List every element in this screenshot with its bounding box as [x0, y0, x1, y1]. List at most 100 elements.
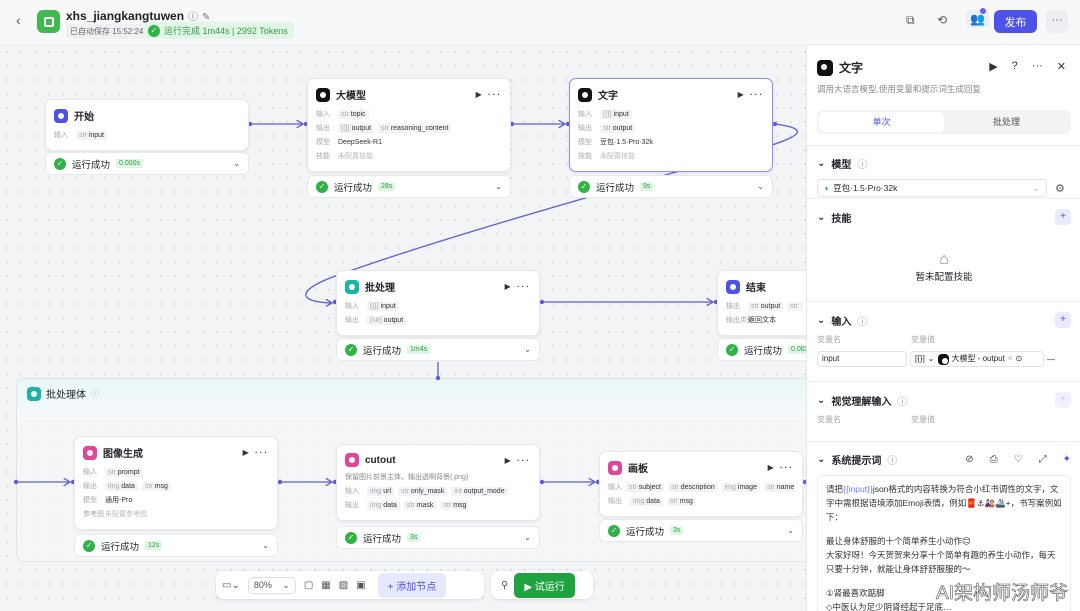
model-heading: 模型 [831, 160, 852, 171]
node-run-status[interactable]: ✓ 运行成功 9s ⌄ [569, 175, 773, 198]
run-node-icon[interactable]: ▶ [989, 61, 998, 73]
settings-icon[interactable]: ⚙ [1055, 182, 1065, 195]
node-run-status[interactable]: ✓ 运行成功 28s ⌄ [307, 175, 511, 198]
chevron-down-icon[interactable]: ⌄ [757, 182, 764, 191]
clear-icon[interactable]: × [1007, 354, 1013, 363]
library-icon[interactable]: ⎙ [989, 454, 998, 465]
remove-input-button[interactable]: — [1047, 354, 1055, 364]
node-imggen[interactable]: 图像生成 ▶ ··· 输入 str prompt 输出 img data str msg 模型 通用-… [74, 436, 278, 530]
tab-single[interactable]: 单次 [819, 112, 944, 132]
node-title: 图像生成 [103, 449, 143, 460]
node-canvas[interactable]: 画板 ▶ ··· 输入 str subject str description img imag… [599, 451, 803, 517]
ai-sparkle-icon[interactable]: ✦ [1062, 454, 1071, 465]
add-input-button[interactable]: + [1055, 312, 1071, 328]
add-node-button[interactable]: + 添加节点 [377, 572, 447, 598]
fit-view-icon[interactable]: ▣ [356, 579, 366, 591]
comment-icon[interactable]: ▢ [303, 579, 314, 591]
add-skill-button[interactable]: + [1055, 209, 1071, 225]
node-field-row: 输入 str topic [316, 109, 502, 119]
chevron-down-icon[interactable]: ⌄ [817, 211, 826, 223]
run-node-icon[interactable]: ▶ [504, 282, 517, 291]
chevron-down-icon[interactable]: ⌄ [787, 526, 794, 535]
layout-icon[interactable]: ▦ [321, 579, 331, 591]
minimap-icon[interactable]: ▭⌄ [222, 579, 240, 591]
info-icon[interactable]: ⓘ [188, 12, 199, 23]
node-run-status[interactable]: ✓ 运行成功 1m4s ⌄ [336, 338, 540, 361]
more-icon[interactable]: ··· [517, 455, 531, 465]
run-time: 28s [378, 182, 396, 191]
type-label: str [381, 124, 389, 132]
chevron-down-icon[interactable]: ⌄ [817, 394, 826, 406]
node-actions: ▶ ··· [476, 90, 502, 99]
more-icon[interactable]: ··· [750, 90, 764, 99]
run-node-icon[interactable]: ▶ [475, 90, 488, 99]
more-icon[interactable]: ··· [1031, 60, 1043, 72]
more-icon[interactable]: ··· [780, 463, 794, 472]
test-run-button[interactable]: ▶ 试运行 [514, 572, 575, 598]
var-name-input[interactable]: input [817, 351, 907, 367]
more-menu-button[interactable]: ··· [1046, 10, 1068, 33]
node-field-row: 输入 str prompt [83, 467, 269, 477]
check-icon: ✓ [608, 524, 620, 537]
more-icon[interactable]: ··· [517, 282, 531, 291]
image-icon[interactable]: ▨ [338, 579, 349, 591]
chevron-down-icon[interactable]: ⌄ [233, 159, 240, 168]
run-node-icon[interactable]: ▶ [242, 448, 255, 457]
info-icon: ⓘ [887, 456, 898, 467]
node-llm[interactable]: 大模型 ▶ ··· 输入 str topic 输出 [{}] output str reasoni… [307, 78, 511, 172]
target-icon[interactable]: ⊙ [1015, 354, 1023, 363]
status-text: 运行成功 [744, 345, 783, 357]
type-label: str [669, 497, 678, 505]
end-icon [726, 279, 740, 294]
node-run-status[interactable]: ✓ 运行成功 3s ⌄ [599, 519, 803, 542]
history-icon[interactable]: ⟲ [937, 13, 948, 27]
run-node-icon[interactable]: ▶ [504, 455, 517, 465]
node-batch[interactable]: 批处理 ▶ ··· 输入 [{}] input 输出 [str] output [336, 270, 540, 336]
node-title: 大模型 [336, 91, 366, 102]
run-status-badge[interactable]: ✓ 运行完成 1m44s | 2992 Tokens [144, 22, 294, 39]
node-field-row: 技能 未配置技能 [578, 151, 764, 161]
run-node-icon[interactable]: ▶ [737, 90, 750, 99]
expand-icon[interactable]: ⤢ [1038, 454, 1047, 465]
node-text[interactable]: 文字 ▶ ··· 输入 [{}] input 输出 str output 模型 豆包·1.5·Pr… [569, 78, 773, 172]
add-vision-input-button[interactable]: + [1055, 392, 1071, 408]
copy-icon[interactable]: ⧉ [906, 13, 915, 27]
more-icon[interactable]: ··· [255, 448, 269, 457]
close-icon[interactable]: ✕ [1056, 61, 1066, 73]
type-label: int [454, 487, 462, 495]
help-icon[interactable]: ? [1011, 60, 1018, 72]
node-run-status[interactable]: ✓ 运行成功 3s ⌄ [336, 526, 540, 549]
tab-batch[interactable]: 批处理 [992, 117, 1020, 127]
collaborators-icon[interactable]: 👥 [966, 10, 989, 28]
model-select[interactable]: ◗ 豆包·1.5·Pro·32k ⌄ [817, 179, 1047, 197]
chevron-down-icon[interactable]: ⌄ [524, 345, 531, 354]
chevron-down-icon[interactable]: ⌄ [817, 158, 826, 169]
variable-tag: str msg [666, 496, 696, 506]
system-prompt-editor[interactable]: 请把{{input}}json格式的内容转换为符合小红书调性的文字，文字中需根据… [817, 475, 1071, 611]
chevron-down-icon[interactable]: ⌄ [817, 454, 826, 465]
variable-tag: img data [630, 496, 663, 506]
check-icon: ✓ [316, 180, 328, 193]
node-header: 开始 [54, 108, 240, 123]
node-run-status[interactable]: ✓ 运行成功 12s ⌄ [74, 534, 278, 557]
run-node-icon[interactable]: ▶ [767, 463, 780, 472]
node-run-status[interactable]: ✓ 运行成功 0.000s ⌄ [45, 152, 249, 175]
chevron-down-icon[interactable]: ⌄ [524, 533, 531, 542]
debug-icon[interactable]: ⚲ [501, 579, 509, 591]
publish-button[interactable]: 发布 [994, 10, 1037, 33]
type-label: str [341, 110, 349, 118]
chevron-down-icon[interactable]: ⌄ [817, 314, 826, 326]
chevron-down-icon[interactable]: ⌄ [495, 182, 502, 191]
node-cutout[interactable]: cutout ▶ ··· 保留图片前景主体，输出透明背景(.png) 输入 img url… [336, 444, 540, 521]
back-button[interactable]: ‹ [16, 12, 21, 28]
bulb-icon[interactable]: ♡ [1013, 454, 1023, 465]
variable-tag: img data [367, 500, 400, 510]
compass-icon[interactable]: ⊘ [965, 454, 974, 465]
more-icon[interactable]: ··· [488, 90, 502, 99]
node-start[interactable]: 开始 输入 str input [45, 99, 249, 151]
node-config-panel: 文字 ▶? ··· ✕ 调用大语言模型,使用变量和提示词生成回复 单次 批处理 ⌄ 模… [806, 45, 1080, 611]
chevron-down-icon[interactable]: ⌄ [262, 541, 269, 550]
edit-icon[interactable]: ✎ [202, 12, 211, 23]
zoom-select[interactable]: 80% ⌄ [247, 576, 296, 594]
var-value-select[interactable]: [{}] ⌄ 大模型 - output × ⊙ [910, 351, 1044, 367]
